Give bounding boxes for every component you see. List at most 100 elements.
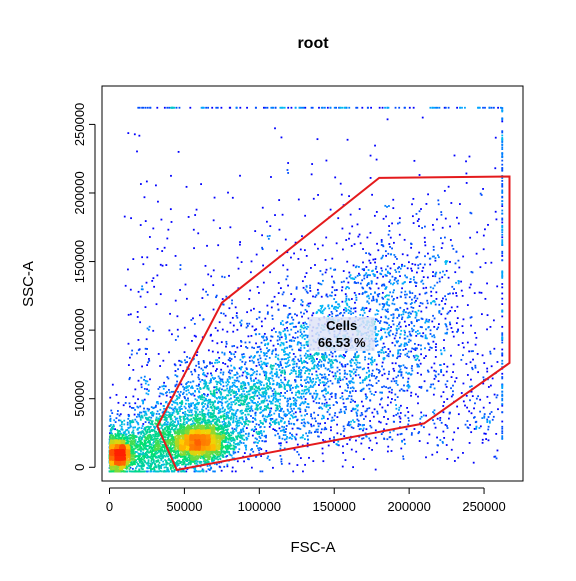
data-point [306,334,309,337]
data-point [192,228,195,231]
data-point [318,364,320,367]
data-point [190,370,193,373]
data-point [501,146,504,149]
data-point [348,299,351,301]
data-point [461,342,464,344]
data-point [373,214,376,217]
data-point [415,281,418,284]
data-point [314,383,316,386]
data-point [442,411,445,414]
data-point [388,304,391,307]
data-point [398,315,400,317]
data-point [321,353,323,355]
data-point [152,277,155,280]
data-point [393,254,396,256]
data-point [334,301,337,304]
data-point [427,342,430,345]
data-point [444,263,447,265]
data-point [227,403,230,406]
data-point [187,368,190,370]
data-point [227,414,229,417]
data-point [442,405,445,407]
data-point [304,334,307,337]
data-point [141,256,144,259]
data-point [293,436,296,439]
data-point [393,262,396,265]
data-point [365,272,368,275]
data-point [394,277,397,280]
data-point [458,266,461,269]
data-point [333,268,335,271]
data-point [234,420,237,423]
data-point [332,307,335,310]
data-point [407,419,410,422]
data-point [479,425,482,428]
data-point [310,380,312,383]
data-point [163,381,165,384]
data-point [207,387,210,390]
data-point [309,355,312,357]
data-point [138,134,141,137]
data-point [381,283,384,286]
data-point [321,310,324,313]
data-point [140,427,143,430]
data-point [411,414,414,417]
data-point [231,384,234,387]
data-point [354,294,357,297]
data-point [454,262,457,265]
data-point [218,387,221,390]
data-point [184,407,187,410]
data-point [425,328,427,331]
data-point [124,402,127,404]
data-point [244,410,247,412]
data-point [350,361,352,364]
data-point [254,333,257,335]
data-point [279,398,281,401]
data-point [127,417,130,420]
data-point [448,412,451,415]
data-point [136,316,139,318]
data-point [403,265,406,267]
data-point [432,314,434,317]
data-point [304,398,307,400]
data-point [207,468,210,471]
data-point [306,421,309,424]
data-point [160,392,163,395]
data-point [216,383,218,386]
data-point [123,215,126,218]
data-point [501,332,504,335]
data-point [354,353,356,356]
data-point [305,382,307,384]
data-point [114,421,117,423]
data-point [176,464,178,467]
data-point [367,363,370,365]
data-point [150,443,152,446]
data-point [400,447,403,450]
data-point [411,310,414,313]
data-point [282,417,284,420]
data-point [434,426,437,429]
data-point [198,411,201,413]
data-point [329,393,332,396]
data-point [201,468,204,471]
data-point [418,431,421,433]
data-point [284,335,287,337]
data-point [166,421,169,424]
data-point [163,246,166,249]
data-point [252,380,255,383]
data-point [268,356,271,359]
data-point [253,441,256,444]
data-point [394,334,397,337]
data-point [361,424,364,427]
data-point [297,427,300,430]
data-point [360,388,363,391]
data-point [481,354,484,357]
data-point [384,351,387,353]
data-point [174,364,177,367]
data-point [202,420,205,423]
data-point [373,275,376,277]
data-point [203,361,205,364]
data-point [331,352,334,355]
data-point [306,388,309,390]
data-point [166,467,169,469]
